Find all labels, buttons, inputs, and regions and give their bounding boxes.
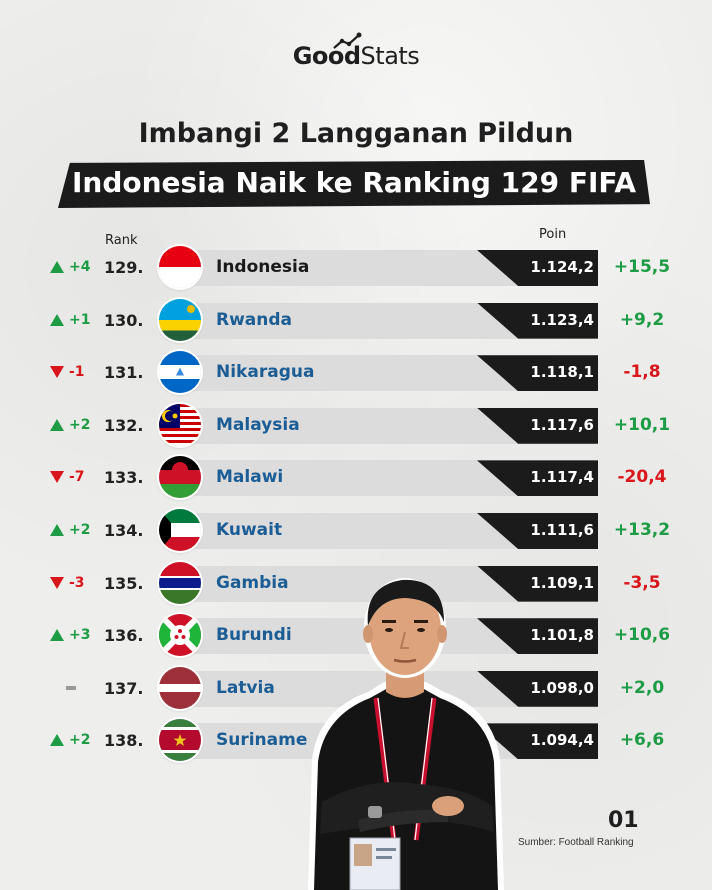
points-change: -20,4 bbox=[617, 467, 667, 488]
country-name: Latvia bbox=[216, 677, 275, 698]
points-change: +13,2 bbox=[613, 520, 671, 540]
table-row: 137. Latvia 1.098,0 +2,0 bbox=[0, 666, 712, 709]
table-row: +2 134. Kuwait 1.111,6 +13,2 bbox=[0, 509, 712, 551]
rank-change-cell: -7 bbox=[50, 469, 98, 485]
flag-latvia-icon bbox=[159, 666, 201, 709]
goodstats-logo: GoodStats bbox=[0, 42, 712, 70]
flag-rwanda-icon bbox=[159, 298, 201, 341]
points-change: +2,0 bbox=[619, 677, 665, 698]
flag-kuwait-icon bbox=[159, 509, 201, 551]
rank-number: 135. bbox=[104, 573, 144, 593]
rank-number: 134. bbox=[104, 521, 144, 540]
rank-change: -1 bbox=[69, 364, 85, 381]
country-name: Suriname bbox=[216, 730, 308, 751]
points-value: 1.101,8 bbox=[530, 626, 594, 645]
rank-change: +2 bbox=[69, 416, 91, 433]
rank-change-cell bbox=[50, 680, 98, 696]
rank-change: -7 bbox=[69, 469, 85, 486]
rank-change: +1 bbox=[69, 311, 91, 328]
arrow-up-icon bbox=[50, 629, 64, 642]
headline-line-1: Imbangi 2 Langganan Pildun bbox=[138, 118, 574, 149]
rank-number: 132. bbox=[104, 415, 144, 435]
rank-number: 133. bbox=[104, 468, 144, 488]
table-row: +4 129. Indonesia 1.124,2 +15,5 bbox=[0, 246, 712, 288]
points-value: 1.109,1 bbox=[530, 573, 594, 592]
flag-burundi-icon bbox=[159, 614, 201, 657]
country-name: Kuwait bbox=[216, 520, 283, 540]
table-row: -1 131. Nikaragua 1.118,1 -1,8 bbox=[0, 351, 712, 394]
headline-band bbox=[58, 160, 650, 208]
points-change: +15,5 bbox=[613, 257, 671, 277]
points-change: +10,1 bbox=[613, 414, 671, 435]
points-change: +9,2 bbox=[619, 309, 665, 330]
points-change: -1,8 bbox=[623, 362, 661, 383]
rank-change-cell: +1 bbox=[50, 312, 98, 328]
points-value: 1.124,2 bbox=[530, 258, 594, 276]
points-value: 1.118,1 bbox=[530, 363, 594, 382]
points-column-header: Poin bbox=[539, 227, 567, 242]
table-row: +2 132. Malaysia 1.117,6 +10,1 bbox=[0, 403, 712, 446]
logo-good-text: Good bbox=[292, 42, 361, 70]
points-value: 1.094,4 bbox=[530, 731, 594, 750]
coach-photo bbox=[308, 578, 504, 890]
source-credit: Sumber: Football Ranking bbox=[518, 837, 634, 848]
country-name: Gambia bbox=[216, 572, 289, 593]
rank-number: 137. bbox=[104, 678, 144, 698]
rank-number: 138. bbox=[104, 731, 144, 751]
rank-change-cell: -1 bbox=[50, 364, 98, 380]
rank-change-cell: +2 bbox=[50, 417, 98, 433]
arrow-up-icon bbox=[50, 261, 64, 273]
arrow-up-icon bbox=[50, 418, 64, 431]
table-row: +1 130. Rwanda 1.123,4 +9,2 bbox=[0, 298, 712, 341]
rank-column-header: Rank bbox=[105, 233, 138, 248]
points-change: +6,6 bbox=[619, 730, 665, 751]
rank-change: +3 bbox=[69, 627, 91, 644]
arrow-up-icon bbox=[50, 524, 64, 536]
flag-malawi-icon bbox=[159, 456, 201, 499]
logo-stats-text: Stats bbox=[360, 42, 420, 70]
country-name: Rwanda bbox=[216, 309, 293, 330]
arrow-down-icon bbox=[50, 471, 64, 484]
arrow-down-icon bbox=[50, 576, 64, 589]
points-change: -3,5 bbox=[623, 572, 661, 593]
rank-change-cell: -3 bbox=[50, 575, 98, 591]
country-name: Malaysia bbox=[216, 414, 300, 435]
rank-change: +2 bbox=[69, 522, 91, 538]
rank-change-cell: +4 bbox=[50, 259, 98, 275]
rank-change-cell: +2 bbox=[50, 522, 98, 538]
rank-change: -3 bbox=[69, 574, 85, 591]
rank-change-cell: +2 bbox=[50, 732, 98, 748]
points-value: 1.123,4 bbox=[530, 310, 594, 329]
rank-number: 131. bbox=[104, 363, 144, 383]
headline-line-2: Indonesia Naik ke Ranking 129 FIFA bbox=[71, 166, 637, 199]
flag-malaysia-icon bbox=[159, 403, 201, 446]
points-value: 1.117,4 bbox=[530, 468, 594, 487]
chart-line-icon bbox=[333, 32, 362, 49]
rank-change: +2 bbox=[69, 732, 91, 749]
rank-number: 136. bbox=[104, 626, 144, 646]
points-change: +10,6 bbox=[613, 625, 671, 646]
arrow-up-icon bbox=[50, 313, 64, 326]
flag-suriname-icon bbox=[159, 719, 201, 762]
rank-number: 129. bbox=[104, 258, 144, 277]
flag-nicaragua-icon bbox=[159, 351, 201, 394]
country-name: Nikaragua bbox=[216, 362, 315, 383]
country-name: Indonesia bbox=[216, 257, 310, 277]
flag-gambia-icon bbox=[159, 561, 201, 604]
rank-change: +4 bbox=[69, 259, 91, 275]
no-change-icon bbox=[66, 685, 76, 690]
flag-indonesia-icon bbox=[159, 246, 201, 288]
points-value: 1.098,0 bbox=[530, 678, 594, 697]
arrow-up-icon bbox=[50, 734, 64, 747]
points-value: 1.111,6 bbox=[530, 521, 594, 539]
rank-change-cell: +3 bbox=[50, 627, 98, 643]
arrow-down-icon bbox=[50, 366, 64, 379]
table-row: -7 133. Malawi 1.117,4 -20,4 bbox=[0, 456, 712, 499]
points-value: 1.117,6 bbox=[530, 415, 594, 434]
country-name: Burundi bbox=[216, 625, 292, 646]
country-name: Malawi bbox=[216, 467, 284, 488]
page-number: 01 bbox=[608, 808, 639, 833]
rank-number: 130. bbox=[104, 310, 144, 330]
